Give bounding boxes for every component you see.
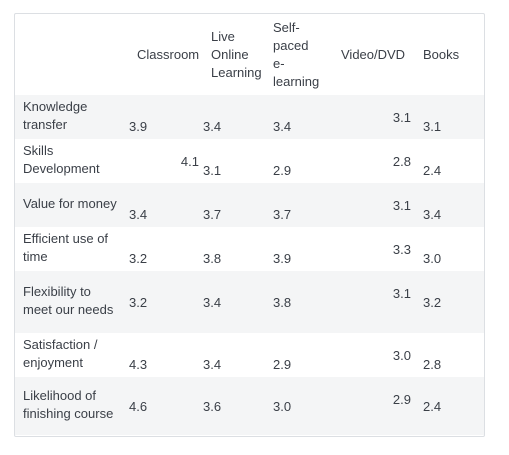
column-header-self-paced: Self-paced e-learning [273, 19, 320, 89]
cell-value: 3.1 [423, 119, 442, 134]
cell-value: 3.2 [129, 251, 148, 266]
cell-value: 2.9 [273, 163, 292, 178]
row-label: Skills Development [23, 143, 100, 176]
column-header-classroom: Classroom [137, 46, 200, 62]
table-row: Efficient use of time 3.2 3.8 3.9 3.3 3.0 [15, 227, 484, 271]
column-header-books: Books [423, 46, 460, 62]
table-row: Likelihood of finishing course 4.6 3.6 3.0 2… [15, 377, 484, 435]
table-row: Satisfaction / enjoyment 4.3 3.4 2.9 3.0 2.8 [15, 333, 484, 377]
cell-value: 3.4 [203, 119, 222, 134]
cell-value: 3.8 [273, 294, 292, 310]
cell-value: 3.0 [273, 398, 292, 414]
table-card [14, 13, 485, 437]
comparison-table: Classroom Live Online Learning Self-pace… [15, 14, 484, 435]
cell-value: 4.3 [129, 357, 148, 372]
row-label: Flexibility to meet our needs [23, 284, 114, 317]
cell-value: 3.6 [203, 398, 222, 414]
cell-value: 3.2 [129, 294, 148, 310]
table-row: Flexibility to meet our needs 3.2 3.4 3.8 3.… [15, 271, 484, 333]
cell-value: 3.4 [423, 207, 442, 222]
header-corner [15, 14, 121, 95]
row-label: Likelihood of finishing course [23, 388, 114, 421]
row-label: Value for money [23, 196, 117, 211]
cell-value: 3.8 [203, 251, 222, 266]
cell-value: 3.1 [392, 286, 411, 301]
table-row: Value for money 3.4 3.7 3.7 3.1 3.4 [15, 183, 484, 227]
cell-value: 3.4 [129, 207, 148, 222]
cell-value: 3.0 [423, 251, 442, 266]
cell-value: 2.8 [423, 357, 442, 372]
cell-value: 2.8 [392, 154, 411, 169]
cell-value: 3.1 [392, 198, 411, 213]
cell-value: 3.0 [392, 348, 411, 363]
cell-value: 3.9 [129, 119, 148, 134]
cell-value: 2.4 [423, 163, 442, 178]
cell-value: 3.1 [392, 110, 411, 125]
cell-value: 2.9 [273, 357, 292, 372]
cell-value: 3.4 [273, 119, 292, 134]
cell-value: 3.3 [392, 242, 411, 257]
table-row: Skills Development 4.1 3.1 2.9 2.8 2.4 [15, 139, 484, 183]
header-row: Classroom Live Online Learning Self-pace… [15, 14, 484, 95]
row-label: Satisfaction / enjoyment [23, 337, 98, 370]
cell-value: 4.1 [180, 154, 199, 169]
cell-value: 2.9 [392, 392, 411, 407]
cell-value: 3.4 [203, 294, 222, 310]
row-label: Efficient use of time [23, 231, 109, 264]
column-header-video-dvd: Video/DVD [341, 46, 406, 62]
cell-value: 3.7 [203, 207, 222, 222]
cell-value: 3.7 [273, 207, 292, 222]
cell-value: 3.1 [203, 163, 222, 178]
row-label: Knowledge transfer [23, 99, 88, 132]
cell-value: 3.2 [423, 294, 442, 310]
cell-value: 2.4 [423, 398, 442, 414]
table-row: Knowledge transfer 3.9 3.4 3.4 3.1 3.1 [15, 95, 484, 139]
cell-value: 3.9 [273, 251, 292, 266]
cell-value: 3.4 [203, 357, 222, 372]
column-header-live-online: Live Online Learning [211, 28, 262, 80]
cell-value: 4.6 [129, 398, 148, 414]
